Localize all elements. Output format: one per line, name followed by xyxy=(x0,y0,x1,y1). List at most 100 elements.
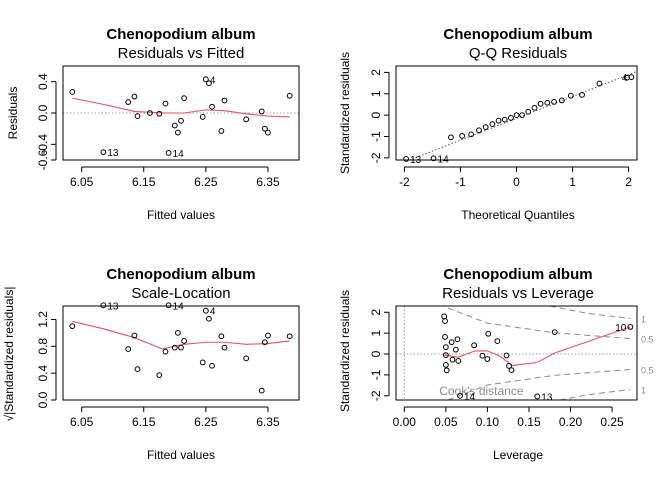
data-point xyxy=(579,91,585,98)
smoother-line xyxy=(72,320,290,350)
plot-frame xyxy=(62,65,300,161)
panel-qq-residuals: Chenopodium album Q-Q Residuals Theoreti… xyxy=(338,26,638,222)
panel-subtitle: Scale-Location xyxy=(131,285,230,302)
x-tick-label: 1 xyxy=(569,175,576,189)
data-point xyxy=(519,112,526,119)
plot-inner xyxy=(72,320,290,350)
data-point xyxy=(178,117,184,124)
data-point xyxy=(442,344,449,351)
data-point xyxy=(494,338,501,344)
smoother-line xyxy=(72,97,290,118)
data-point xyxy=(596,80,603,87)
data-point xyxy=(258,387,265,394)
cooks-distance-label: Cook's distance xyxy=(439,384,524,398)
y-tick-label: 0 xyxy=(369,350,383,357)
data-point xyxy=(485,330,492,337)
y-tick-label: 0.0 xyxy=(36,104,50,121)
x-tick-label: 0.00 xyxy=(393,415,417,429)
cooks-distance-curve xyxy=(441,306,631,340)
cooks-distance-curve xyxy=(549,306,631,320)
data-point xyxy=(452,346,459,353)
data-point xyxy=(162,348,169,355)
y-axis-label: Standardized residuals xyxy=(338,290,352,412)
data-point xyxy=(265,129,271,136)
data-point xyxy=(243,116,250,123)
data-point xyxy=(442,352,449,358)
x-tick-label: 6.05 xyxy=(70,415,94,429)
x-tick-label: 6.35 xyxy=(256,415,280,429)
data-point xyxy=(443,367,450,374)
data-point xyxy=(209,103,215,110)
y-tick-label: -2 xyxy=(369,152,383,163)
data-point xyxy=(495,117,502,124)
data-point xyxy=(489,121,496,128)
x-tick-label: 0 xyxy=(513,175,520,189)
data-point xyxy=(628,74,635,81)
data-point xyxy=(459,132,466,139)
data-point xyxy=(501,116,508,123)
point-label: 4 xyxy=(210,75,216,86)
data-point xyxy=(174,129,181,136)
data-point xyxy=(147,110,153,116)
y-tick-label: -0.6 xyxy=(36,149,50,170)
data-point xyxy=(165,150,172,156)
data-point xyxy=(69,323,76,330)
x-tick-label: 6.25 xyxy=(194,175,218,189)
x-axis-label: Fitted values xyxy=(147,448,215,462)
y-tick-label: 0 xyxy=(369,111,383,118)
data-point xyxy=(544,99,551,106)
x-tick-label: 6.15 xyxy=(132,415,156,429)
data-point xyxy=(174,329,181,336)
cooks-distance-curve xyxy=(446,369,631,400)
x-tick-label: 0.15 xyxy=(517,415,541,429)
data-point xyxy=(156,110,163,117)
x-tick-label: -1 xyxy=(455,175,466,189)
data-point xyxy=(209,362,215,369)
x-tick-label: 6.05 xyxy=(70,175,94,189)
x-tick-label: 2 xyxy=(625,175,632,189)
data-point xyxy=(479,352,486,359)
data-point xyxy=(202,307,209,314)
data-point xyxy=(442,318,448,324)
data-point xyxy=(199,114,206,120)
data-point xyxy=(221,97,228,104)
data-point xyxy=(100,149,107,156)
data-point xyxy=(448,339,455,346)
y-axis-label: Residuals xyxy=(6,87,20,140)
data-point xyxy=(507,115,514,121)
data-point xyxy=(206,315,212,322)
reference-line xyxy=(408,70,637,160)
data-point xyxy=(181,338,188,344)
data-point xyxy=(551,329,558,336)
data-point xyxy=(471,342,478,349)
point-label: 13 xyxy=(541,392,553,403)
y-tick-label: 1 xyxy=(369,90,383,97)
x-axis-label: Leverage xyxy=(493,448,543,462)
x-tick-label: 0.10 xyxy=(476,415,500,429)
y-tick-label: -2 xyxy=(369,390,383,401)
panel-scale-location: Chenopodium album Scale-Location Fitted … xyxy=(2,266,300,462)
data-point xyxy=(627,323,634,330)
data-point xyxy=(531,104,538,111)
data-point xyxy=(525,108,532,115)
y-tick-label: 2 xyxy=(369,69,383,76)
x-tick-label: 6.35 xyxy=(256,175,280,189)
data-point xyxy=(261,339,268,346)
plot-frame xyxy=(395,65,638,161)
data-point xyxy=(534,393,541,400)
point-label: 14 xyxy=(173,149,185,160)
y-tick-label: 1 xyxy=(369,329,383,336)
data-point xyxy=(218,128,225,134)
data-point xyxy=(125,346,132,352)
data-point xyxy=(156,372,163,379)
x-tick-label: 0.20 xyxy=(559,415,583,429)
data-point xyxy=(506,363,512,369)
y-tick-label: 2 xyxy=(369,309,383,316)
panel-residuals-vs-leverage: Chenopodium album Residuals vs Leverage … xyxy=(338,266,654,462)
data-point xyxy=(537,100,544,107)
x-tick-label: -2 xyxy=(399,175,410,189)
panel-subtitle: Residuals vs Fitted xyxy=(118,45,245,62)
data-point xyxy=(449,356,456,363)
